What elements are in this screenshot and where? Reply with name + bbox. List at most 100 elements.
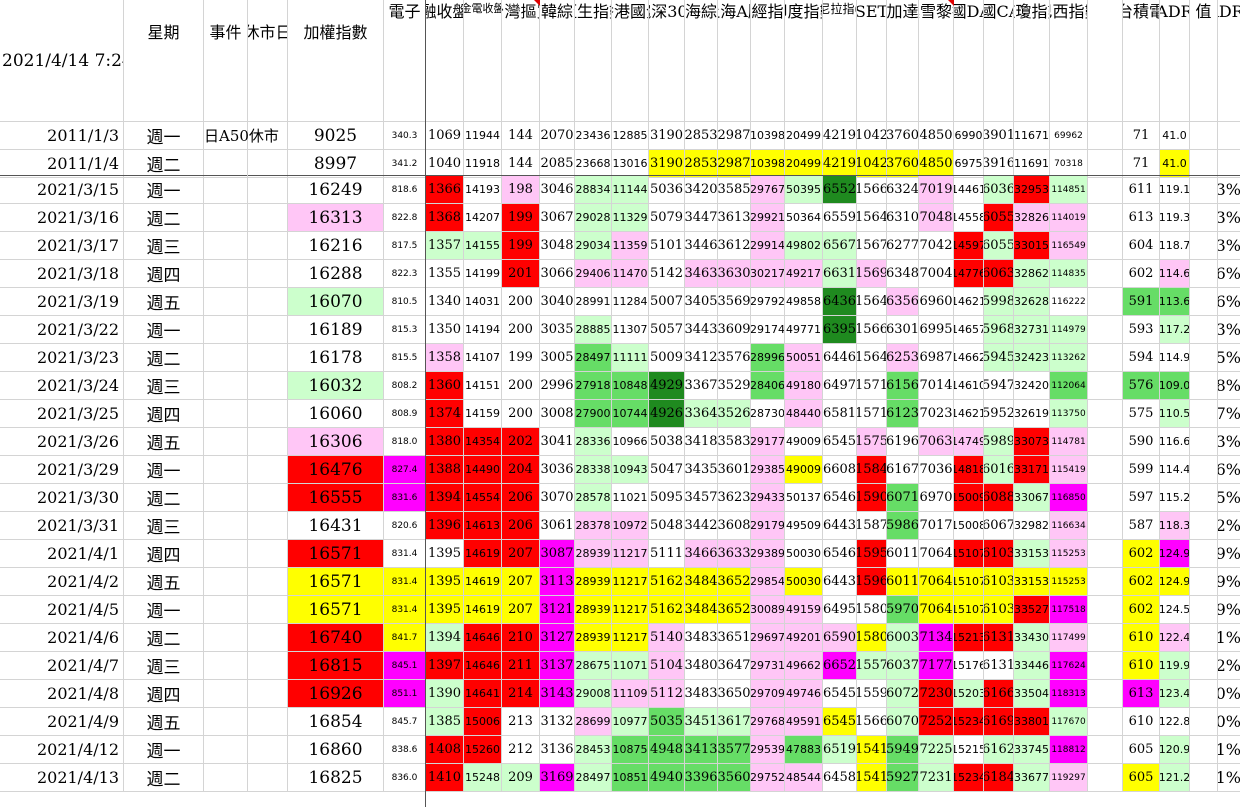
cell-dax[interactable]: 15203 [954,680,984,708]
cell-tw50[interactable]: 144 [502,122,540,150]
cell-taiex[interactable]: 16431 [288,512,384,540]
cell-val[interactable] [1190,260,1218,288]
cell-asx[interactable]: 7230 [919,680,954,708]
cell-hsi[interactable]: 28336 [575,428,612,456]
cell-val[interactable] [1190,122,1218,150]
cell-shcomp[interactable]: 3483 [685,624,718,652]
cell-hsi[interactable]: 27900 [575,400,612,428]
cell-week[interactable]: 週五 [124,288,204,316]
cell-kospi[interactable]: 3070 [540,484,575,512]
cell-fin[interactable]: 1368 [426,204,464,232]
cell-ratio[interactable]: 4.6% [1218,260,1240,288]
cell-tw50[interactable]: 209 [502,764,540,792]
cell-hsi[interactable]: 23436 [575,122,612,150]
header-event[interactable]: 事件 [204,0,248,122]
cell-hsi[interactable]: 29008 [575,680,612,708]
cell-gap[interactable] [1088,400,1123,428]
cell-val[interactable] [1190,624,1218,652]
cell-klci[interactable]: 6590 [823,624,857,652]
cell-dow[interactable]: 32619 [1014,400,1050,428]
cell-tw50[interactable]: 199 [502,344,540,372]
cell-jci[interactable]: 6167 [887,456,919,484]
cell-cac[interactable]: 6055 [984,232,1014,260]
cell-tsmc[interactable]: 602 [1123,260,1160,288]
cell-fin[interactable]: 1360 [426,372,464,400]
cell-shcomp[interactable]: 3446 [685,232,718,260]
cell-sensex[interactable]: 49217 [785,260,823,288]
cell-event[interactable] [204,372,248,400]
cell-hscei[interactable]: 11470 [612,260,649,288]
cell-asx[interactable]: 7017 [919,512,954,540]
cell-taiex[interactable]: 16740 [288,624,384,652]
cell-adr[interactable]: 118.3 [1160,512,1190,540]
cell-set[interactable]: 1564 [857,344,887,372]
cell-gap[interactable] [1088,540,1123,568]
cell-hscei[interactable]: 11021 [612,484,649,512]
cell-cac[interactable]: 6103 [984,596,1014,624]
cell-sha[interactable]: 3617 [718,708,751,736]
cell-bov[interactable]: 114781 [1050,428,1088,456]
cell-ratio[interactable]: 4.3% [1218,428,1240,456]
cell-sha[interactable]: 2987 [718,150,751,178]
cell-taiex[interactable]: 16815 [288,652,384,680]
cell-event[interactable] [204,288,248,316]
cell-event[interactable]: 日A50休市 [204,122,279,150]
cell-dow[interactable]: 33153 [1014,540,1050,568]
cell-tw50[interactable]: 144 [502,150,540,178]
cell-dax[interactable]: 14776 [954,260,984,288]
cell-cac[interactable]: 6103 [984,540,1014,568]
row-date[interactable]: 2021/4/2 [0,568,124,596]
cell-ratio[interactable]: 4.5% [1218,484,1240,512]
cell-hsi[interactable]: 28885 [575,316,612,344]
cell-tsmc[interactable]: 599 [1123,456,1160,484]
cell-hsi[interactable]: 28453 [575,736,612,764]
cell-kospi[interactable]: 3087 [540,540,575,568]
cell-fin[interactable]: 1385 [426,708,464,736]
cell-fin[interactable]: 1395 [426,568,464,596]
cell-ratio[interactable]: 4.6% [1218,456,1240,484]
cell-gap[interactable] [1088,624,1123,652]
cell-sensex[interactable]: 20499 [785,150,823,178]
cell-elec[interactable]: 841.7 [384,624,426,652]
cell-elec[interactable]: 827.4 [384,456,426,484]
cell-jci[interactable]: 6356 [887,288,919,316]
cell-jci[interactable]: 6277 [887,232,919,260]
cell-adr[interactable]: 41.0 [1160,150,1190,178]
cell-dax[interactable]: 15107 [954,540,984,568]
row-date[interactable]: 2021/4/7 [0,652,124,680]
cell-event[interactable] [204,568,248,596]
cell-fin[interactable]: 1355 [426,260,464,288]
cell-sensex[interactable]: 50137 [785,484,823,512]
cell-adr[interactable]: 119.3 [1160,204,1190,232]
cell-ratio[interactable]: 4.8% [1218,372,1240,400]
cell-gap[interactable] [1088,344,1123,372]
row-date[interactable]: 2021/4/9 [0,708,124,736]
cell-event[interactable] [204,484,248,512]
cell-shcomp[interactable]: 3435 [685,456,718,484]
header-date[interactable]: 2021/4/14 7:24 [0,0,124,122]
cell-jci[interactable]: 6301 [887,316,919,344]
cell-tsmc[interactable]: 602 [1123,596,1160,624]
cell-event[interactable] [204,344,248,372]
cell-sensex[interactable]: 49009 [785,428,823,456]
cell-nikkei[interactable]: 29768 [751,708,785,736]
cell-event[interactable] [204,400,248,428]
cell-ratio[interactable]: 4.2% [1218,652,1240,680]
cell-bov[interactable]: 116850 [1050,484,1088,512]
cell-elec[interactable]: 818.0 [384,428,426,456]
cell-sensex[interactable]: 47883 [785,736,823,764]
row-date[interactable]: 2021/3/25 [0,400,124,428]
cell-event[interactable] [204,176,248,204]
cell-nonfin[interactable]: 14490 [464,456,502,484]
cell-taiex[interactable]: 16032 [288,372,384,400]
cell-cac[interactable]: 5945 [984,344,1014,372]
cell-dax[interactable]: 15176 [954,652,984,680]
cell-asx[interactable]: 7036 [919,456,954,484]
cell-set[interactable]: 1567 [857,232,887,260]
cell-hsi[interactable]: 28497 [575,344,612,372]
cell-ratio[interactable]: 4.0% [1218,680,1240,708]
header-hscei[interactable]: 香港國企 [612,0,649,122]
cell-nikkei[interactable]: 29433 [751,484,785,512]
cell-asx[interactable]: 6960 [919,288,954,316]
cell-tsmc[interactable]: 605 [1123,736,1160,764]
